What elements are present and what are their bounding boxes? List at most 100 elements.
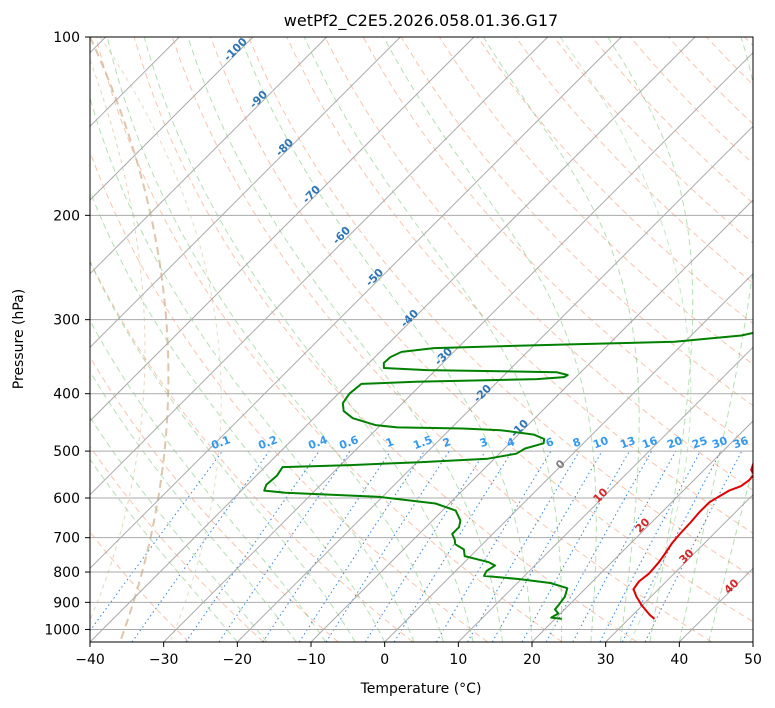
y-tick-label: 300	[53, 313, 80, 329]
y-tick-label: 900	[53, 595, 80, 611]
mixing-ratio-label: 1	[384, 435, 396, 450]
mixing-ratio-label: 4	[505, 435, 517, 450]
mixing-ratio-label: 1.5	[411, 433, 434, 452]
x-tick-label: 40	[670, 652, 688, 668]
mixing-ratio-label: 16	[640, 434, 659, 452]
y-tick-label: 800	[53, 565, 80, 581]
chart-title: wetPf2_C2E5.2026.058.01.36.G17	[284, 11, 558, 31]
mixing-ratio-label: 3	[478, 435, 490, 450]
y-axis-title: Pressure (hPa)	[11, 289, 27, 389]
dry-adiabat	[133, 37, 638, 642]
temperature-profile-line	[632, 461, 753, 620]
x-tick-label: −40	[75, 652, 105, 668]
y-tick-label: 600	[53, 491, 80, 507]
isotherm-line	[90, 37, 328, 275]
mixing-ratio-label: 10	[591, 434, 610, 452]
mixing-ratio-label: 25	[690, 434, 709, 451]
dry-adiabat	[286, 37, 753, 534]
mixing-ratio-label: 0.6	[337, 433, 360, 452]
moist-adiabat	[90, 416, 268, 642]
mixing-ratio-line	[262, 450, 392, 642]
plot-frame	[89, 36, 754, 643]
isotherm-line	[531, 420, 753, 642]
moist-adiabat	[383, 37, 597, 642]
y-axis: 100 200 300 400 500 600 700 800 900 1000	[44, 30, 90, 638]
x-tick-label: −20	[223, 652, 253, 668]
x-tick-label: 20	[523, 652, 541, 668]
isotherm-line	[90, 37, 549, 496]
moist-adiabat	[90, 319, 327, 642]
dry-adiabat	[210, 37, 753, 623]
mixing-ratio-line	[325, 450, 450, 642]
mixing-ratio-label: 0.2	[256, 433, 279, 452]
reference-arc	[99, 37, 222, 642]
moist-adiabat	[607, 37, 694, 642]
y-tick-label: 500	[53, 444, 80, 460]
series	[263, 331, 753, 620]
moist-adiabat	[708, 466, 753, 642]
moist-adiabat	[106, 37, 445, 642]
isotherm-line	[457, 346, 753, 642]
isotherm-line	[236, 125, 753, 642]
mixing-ratio-line	[435, 450, 552, 642]
dewpoint-profile-line	[263, 331, 753, 620]
moist-adiabat	[143, 37, 474, 642]
mixing-ratio-line	[467, 450, 580, 642]
isotherm-line	[90, 37, 475, 422]
mixing-ratio-line	[218, 450, 351, 642]
y-tick-label: 1000	[44, 622, 80, 638]
moist-adiabat	[187, 37, 503, 642]
isotherm-line	[90, 37, 254, 201]
mixing-ratio-label: 20	[665, 434, 684, 452]
mixing-ratio-label: 2	[441, 435, 453, 450]
background-lines	[90, 37, 753, 642]
mixing-ratio-label: 30	[710, 434, 729, 452]
moist-adiabat	[678, 37, 753, 642]
isotherm-line	[310, 199, 753, 642]
dry-adiabat	[324, 37, 753, 491]
dry-adiabat	[248, 37, 753, 578]
y-tick-label: 700	[53, 531, 80, 547]
moist-adiabat	[239, 37, 533, 642]
moist-adiabat	[482, 37, 640, 642]
dry-adiabat	[171, 37, 712, 642]
mixing-ratio-label: 13	[618, 434, 637, 451]
moist-adiabat	[90, 189, 386, 642]
mixing-ratio-label: 6	[544, 435, 556, 450]
isotherm-line	[90, 37, 622, 570]
mixing-ratio-label: 36	[731, 434, 750, 452]
y-tick-label: 400	[53, 387, 80, 403]
x-tick-label: 0	[380, 652, 389, 668]
reference-arc	[90, 37, 170, 642]
mixing-ratio-label: 0.1	[209, 433, 232, 452]
mixing-ratio-line	[185, 450, 320, 642]
x-tick-label: 30	[597, 652, 615, 668]
dry-adiabat	[90, 445, 264, 642]
dry-adiabat	[515, 37, 753, 284]
x-tick-label: −10	[296, 652, 326, 668]
isotherm-line	[90, 37, 401, 349]
moist-adiabat	[90, 260, 356, 642]
isotherm-line	[384, 272, 753, 642]
dry-adiabat	[95, 37, 563, 642]
x-axis: −40 −30 −20 −10 0 10 20 30 40 50	[75, 642, 762, 668]
mixing-ratio-line	[298, 450, 425, 642]
mixing-ratio-line	[364, 450, 486, 642]
isotherm-line	[605, 493, 753, 642]
mixing-ratio-label: 8	[571, 435, 583, 450]
x-axis-title: Temperature (°C)	[360, 681, 482, 697]
x-tick-label: 50	[744, 652, 762, 668]
x-tick-label: −30	[149, 652, 179, 668]
x-tick-label: 10	[449, 652, 467, 668]
y-tick-label: 200	[53, 208, 80, 224]
dry-adiabat	[90, 259, 414, 642]
grid	[90, 37, 753, 642]
y-tick-label: 100	[53, 30, 80, 46]
mixing-ratio-line	[572, 450, 677, 642]
moist-adiabat	[90, 458, 238, 642]
mixing-ratio-label: 0.4	[306, 433, 329, 452]
isotherm-line	[163, 51, 753, 642]
reference-arc	[90, 59, 146, 621]
